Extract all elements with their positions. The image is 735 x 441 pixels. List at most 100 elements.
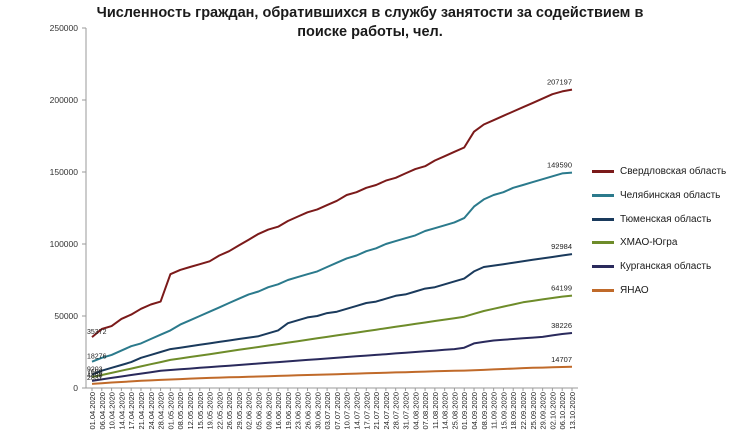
x-tick-label: 14.08.2020 <box>441 392 450 430</box>
x-tick-label: 14.07.2020 <box>352 392 361 430</box>
x-tick-label: 04.08.2020 <box>411 392 420 430</box>
legend-label: Челябинская область <box>620 190 721 202</box>
chart-axes <box>85 28 578 389</box>
x-tick-label: 29.05.2020 <box>235 392 244 430</box>
x-tick-label: 13.10.2020 <box>568 392 577 430</box>
x-tick-label: 07.07.2020 <box>333 392 342 430</box>
start-value-label: 4898 <box>87 372 103 379</box>
x-tick-label: 17.04.2020 <box>127 392 136 430</box>
x-tick-label: 04.09.2020 <box>470 392 479 430</box>
end-value-label: 14707 <box>551 355 572 364</box>
x-tick-label: 24.04.2020 <box>147 392 156 430</box>
x-tick-label: 31.07.2020 <box>401 392 410 430</box>
start-value-label: 18276 <box>87 354 107 361</box>
x-tick-label: 19.06.2020 <box>284 392 293 430</box>
chart-title-line-1: Численность граждан, обратившихся в служ… <box>96 5 644 21</box>
x-tick-label: 03.07.2020 <box>323 392 332 430</box>
x-tick-label: 16.06.2020 <box>274 392 283 430</box>
end-value-label: 64199 <box>551 284 572 293</box>
legend-swatch <box>592 265 614 269</box>
x-tick-label: 17.07.2020 <box>362 392 371 430</box>
x-tick-label: 08.05.2020 <box>176 392 185 430</box>
x-tick-label: 28.07.2020 <box>392 392 401 430</box>
x-tick-label: 11.09.2020 <box>490 392 499 429</box>
x-tick-label: 02.06.2020 <box>245 392 254 430</box>
chart-legend: Свердловская область Челябинская область Т… <box>592 160 732 302</box>
end-value-label: 149590 <box>547 161 572 170</box>
y-tick-label: 100000 <box>50 239 79 249</box>
legend-item: Курганская область <box>592 255 732 279</box>
x-tick-label: 22.05.2020 <box>215 392 224 430</box>
start-value-label: 2831 <box>87 375 103 382</box>
legend-swatch <box>592 170 614 174</box>
x-tick-label: 29.09.2020 <box>539 392 548 430</box>
y-tick-label: 0 <box>73 383 78 393</box>
x-tick-label: 23.06.2020 <box>294 392 303 430</box>
chart-title-line-2: поиске работы, чел. <box>297 24 443 40</box>
series-line <box>91 294 573 378</box>
legend-item: Свердловская область <box>592 160 732 184</box>
y-tick-label: 50000 <box>54 311 78 321</box>
legend-swatch <box>592 241 614 245</box>
x-tick-label: 21.07.2020 <box>372 392 381 430</box>
legend-item: ХМАО-Югра <box>592 231 732 255</box>
x-tick-label: 14.04.2020 <box>117 392 126 430</box>
x-tick-label: 15.09.2020 <box>499 392 508 430</box>
series-line <box>91 365 573 385</box>
start-value-label: 7608 <box>87 369 103 376</box>
x-tick-label: 25.08.2020 <box>450 392 459 430</box>
legend-label: Тюменская область <box>620 213 712 225</box>
x-tick-label: 21.04.2020 <box>137 392 146 430</box>
x-tick-label: 18.09.2020 <box>509 392 518 430</box>
x-tick-label: 22.09.2020 <box>519 392 528 430</box>
series-line <box>91 253 573 376</box>
x-tick-label: 28.04.2020 <box>157 392 166 430</box>
chart-series <box>91 88 573 385</box>
x-tick-label: 09.06.2020 <box>264 392 273 430</box>
chart-title: Численность граждан, обратившихся в служ… <box>70 4 670 42</box>
start-value-label: 35372 <box>87 329 107 336</box>
x-tick-label: 10.07.2020 <box>343 392 352 430</box>
x-tick-label: 26.05.2020 <box>225 392 234 430</box>
y-tick-label: 150000 <box>50 167 79 177</box>
legend-label: ХМАО-Югра <box>620 237 678 249</box>
x-tick-label: 08.09.2020 <box>480 392 489 430</box>
x-tick-label: 11.08.2020 <box>431 392 440 429</box>
end-value-label: 207197 <box>547 78 572 87</box>
x-tick-label: 01.09.2020 <box>460 392 469 430</box>
x-tick-label: 15.05.2020 <box>196 392 205 430</box>
x-tick-label: 19.05.2020 <box>206 392 215 430</box>
x-tick-label: 12.05.2020 <box>186 392 195 430</box>
x-tick-label: 06.04.2020 <box>98 392 107 430</box>
x-tick-label: 01.04.2020 <box>88 392 97 430</box>
legend-item: Челябинская область <box>592 184 732 208</box>
start-value-label: 9203 <box>87 367 103 374</box>
y-axis-ticks: 0 50000 100000 150000 200000 250000 <box>50 23 86 393</box>
legend-label: ЯНАО <box>620 284 649 296</box>
legend-swatch <box>592 288 614 292</box>
end-value-label: 38226 <box>551 321 572 330</box>
x-tick-label: 30.06.2020 <box>313 392 322 430</box>
y-tick-label: 250000 <box>50 23 79 33</box>
data-labels: 207197 35372 149590 18276 92984 9203 64199 7608… <box>87 78 572 382</box>
end-value-label: 92984 <box>551 242 572 251</box>
series-line <box>91 171 573 363</box>
legend-swatch <box>592 194 614 198</box>
series-line <box>91 332 573 382</box>
legend-swatch <box>592 217 614 221</box>
x-axis-ticks: 01.04.2020 06.04.2020 10.04.2020 14.04.2020… <box>88 388 577 430</box>
legend-item: ЯНАО <box>592 278 732 302</box>
line-chart: 0 50000 100000 150000 200000 250000 01.04.202… <box>50 23 578 430</box>
series-line <box>91 88 573 338</box>
x-tick-label: 26.06.2020 <box>304 392 313 430</box>
x-tick-label: 07.08.2020 <box>421 392 430 430</box>
legend-label: Курганская область <box>620 261 712 273</box>
x-tick-label: 10.04.2020 <box>108 392 117 430</box>
x-tick-label: 05.06.2020 <box>255 392 264 430</box>
x-tick-label: 01.05.2020 <box>166 392 175 430</box>
legend-label: Свердловская область <box>620 166 727 178</box>
x-tick-label: 02.10.2020 <box>548 392 557 430</box>
x-tick-label: 06.10.2020 <box>558 392 567 430</box>
x-tick-label: 25.09.2020 <box>529 392 538 430</box>
y-tick-label: 200000 <box>50 95 79 105</box>
